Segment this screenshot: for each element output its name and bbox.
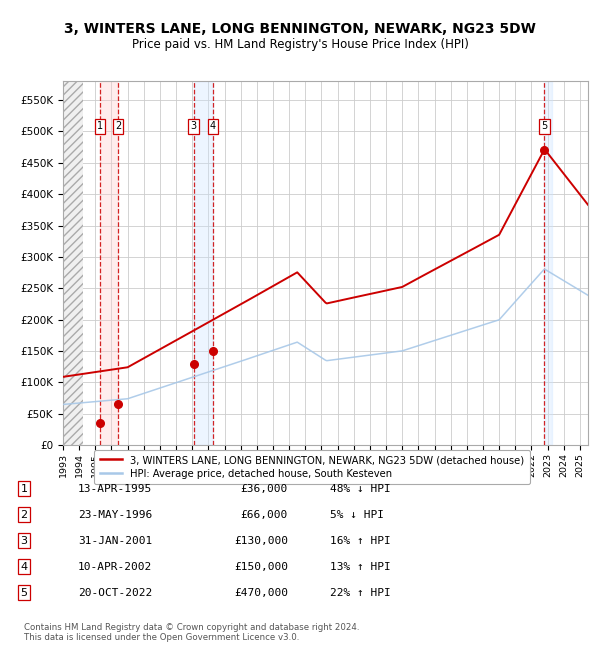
Text: 2: 2 bbox=[20, 510, 28, 520]
Text: Contains HM Land Registry data © Crown copyright and database right 2024.
This d: Contains HM Land Registry data © Crown c… bbox=[24, 623, 359, 642]
Text: 23-MAY-1996: 23-MAY-1996 bbox=[78, 510, 152, 520]
Text: 1: 1 bbox=[97, 122, 103, 131]
Text: 3: 3 bbox=[190, 122, 197, 131]
Text: 1: 1 bbox=[20, 484, 28, 494]
Text: 3: 3 bbox=[20, 536, 28, 546]
Text: 4: 4 bbox=[209, 122, 216, 131]
Legend: 3, WINTERS LANE, LONG BENNINGTON, NEWARK, NG23 5DW (detached house), HPI: Averag: 3, WINTERS LANE, LONG BENNINGTON, NEWARK… bbox=[94, 450, 530, 484]
Bar bbox=[100, 81, 118, 445]
Text: £150,000: £150,000 bbox=[234, 562, 288, 572]
Text: 4: 4 bbox=[20, 562, 28, 572]
Text: 31-JAN-2001: 31-JAN-2001 bbox=[78, 536, 152, 546]
Bar bbox=[194, 81, 213, 445]
Bar bbox=[63, 81, 83, 445]
Text: 48% ↓ HPI: 48% ↓ HPI bbox=[330, 484, 391, 494]
Text: 13-APR-1995: 13-APR-1995 bbox=[78, 484, 152, 494]
Text: 5: 5 bbox=[541, 122, 548, 131]
Text: 10-APR-2002: 10-APR-2002 bbox=[78, 562, 152, 572]
Text: 3, WINTERS LANE, LONG BENNINGTON, NEWARK, NG23 5DW: 3, WINTERS LANE, LONG BENNINGTON, NEWARK… bbox=[64, 22, 536, 36]
Text: 22% ↑ HPI: 22% ↑ HPI bbox=[330, 588, 391, 598]
Text: £36,000: £36,000 bbox=[241, 484, 288, 494]
Text: 5% ↓ HPI: 5% ↓ HPI bbox=[330, 510, 384, 520]
Text: 20-OCT-2022: 20-OCT-2022 bbox=[78, 588, 152, 598]
Text: 16% ↑ HPI: 16% ↑ HPI bbox=[330, 536, 391, 546]
Text: Price paid vs. HM Land Registry's House Price Index (HPI): Price paid vs. HM Land Registry's House … bbox=[131, 38, 469, 51]
Bar bbox=[544, 81, 551, 445]
Text: 13% ↑ HPI: 13% ↑ HPI bbox=[330, 562, 391, 572]
Text: 5: 5 bbox=[20, 588, 28, 598]
Text: £66,000: £66,000 bbox=[241, 510, 288, 520]
Text: £130,000: £130,000 bbox=[234, 536, 288, 546]
Text: £470,000: £470,000 bbox=[234, 588, 288, 598]
Text: 2: 2 bbox=[115, 122, 121, 131]
